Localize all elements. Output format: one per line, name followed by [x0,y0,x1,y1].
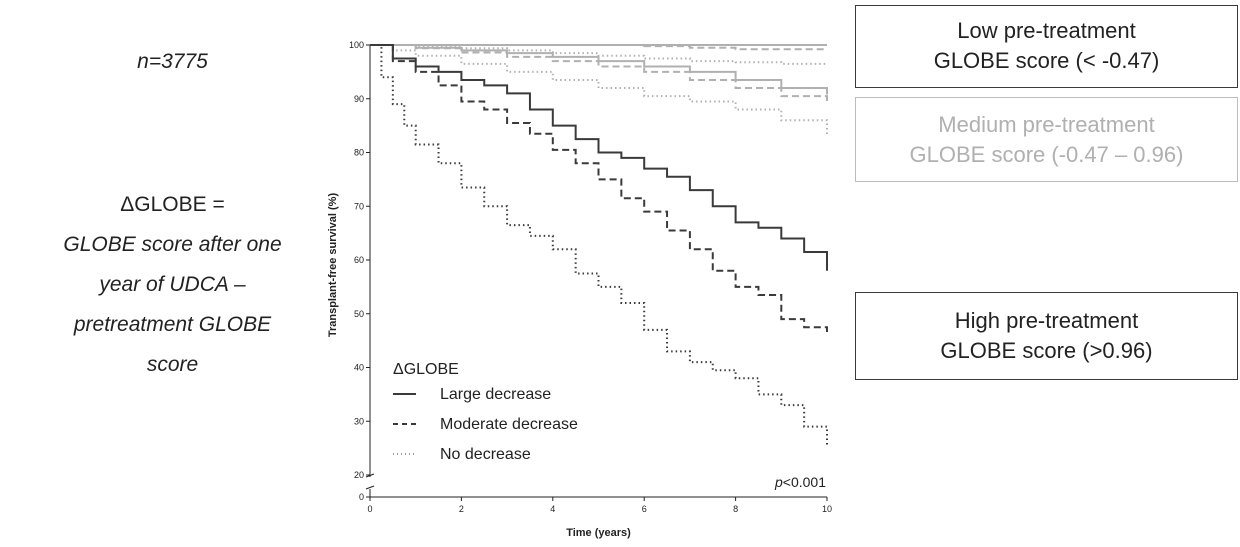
survival-curve-high-dotted [370,44,828,446]
x-tick-label: 6 [642,504,647,514]
delta-globe-line-3: pretreatment GLOBE [73,313,272,336]
survival-curve-medium-dotted [370,44,828,137]
high-risk-line-1: High pre-treatment [954,308,1139,333]
survival-curve-high-solid [370,44,828,271]
low-risk-line-1: Low pre-treatment [957,18,1136,43]
delta-globe-line-4: score [146,353,199,376]
high-risk-group-box: High pre-treatment GLOBE score (>0.96) [855,292,1238,380]
medium-risk-line-2: GLOBE score (-0.47 – 0.96) [909,142,1184,167]
p-value-text: <0.001 [783,474,826,490]
y-axis-title: Transplant-free survival (%) [327,193,339,338]
legend-label-solid: Large decrease [440,386,551,403]
legend-label-dashed: Moderate decrease [440,416,578,433]
delta-globe-line-1: GLOBE score after one [63,233,282,256]
y-tick-label: 50 [354,309,364,319]
x-tick-label: 2 [459,504,464,514]
survival-curve-low-dashed [370,44,827,51]
y-tick-label: 60 [354,255,364,265]
chart-axes: 0 20 30 40 50 60 70 80 90 100 0 2 4 6 8 10 [349,40,832,514]
y-axis-break-mark [365,485,375,490]
y-tick-label: 90 [354,94,364,104]
high-risk-line-2: GLOBE score (>0.96) [940,338,1153,363]
low-risk-group-box: Low pre-treatment GLOBE score (< -0.47) [855,5,1238,88]
survival-curve-high-dashed [370,44,828,336]
x-axis-title: Time (years) [566,527,631,539]
medium-risk-line-1: Medium pre-treatment [938,112,1155,137]
chart-legend: ΔGLOBE Large decrease Moderate decrease No … [393,361,578,463]
sample-size-label: n=3775 [137,50,208,73]
y-tick-label: 80 [354,148,364,158]
survival-curve-medium-dashed [370,44,828,104]
y-tick-label: 0 [359,492,364,502]
y-tick-label: 70 [354,201,364,211]
y-tick-label: 40 [354,363,364,373]
legend-title: ΔGLOBE [393,361,459,378]
p-value-annotation: p<0.001 [774,474,826,490]
p-value-prefix: p [774,474,783,490]
y-tick-label: 30 [354,416,364,426]
chart-series [370,44,828,446]
x-tick-label: 4 [550,504,555,514]
y-tick-label: 100 [349,40,364,50]
x-tick-label: 0 [367,504,372,514]
x-tick-label: 8 [733,504,738,514]
delta-globe-definition: ΔGLOBE = GLOBE score after one year of U… [0,185,345,385]
survival-curve-low-dotted [370,44,828,65]
medium-risk-group-box: Medium pre-treatment GLOBE score (-0.47 … [855,97,1238,182]
delta-globe-line-2: year of UDCA – [99,273,246,296]
legend-label-dotted: No decrease [440,446,531,463]
delta-globe-heading: ΔGLOBE = [120,193,225,216]
y-tick-label: 20 [354,470,364,480]
x-tick-label: 10 [822,504,832,514]
low-risk-line-2: GLOBE score (< -0.47) [933,48,1160,73]
